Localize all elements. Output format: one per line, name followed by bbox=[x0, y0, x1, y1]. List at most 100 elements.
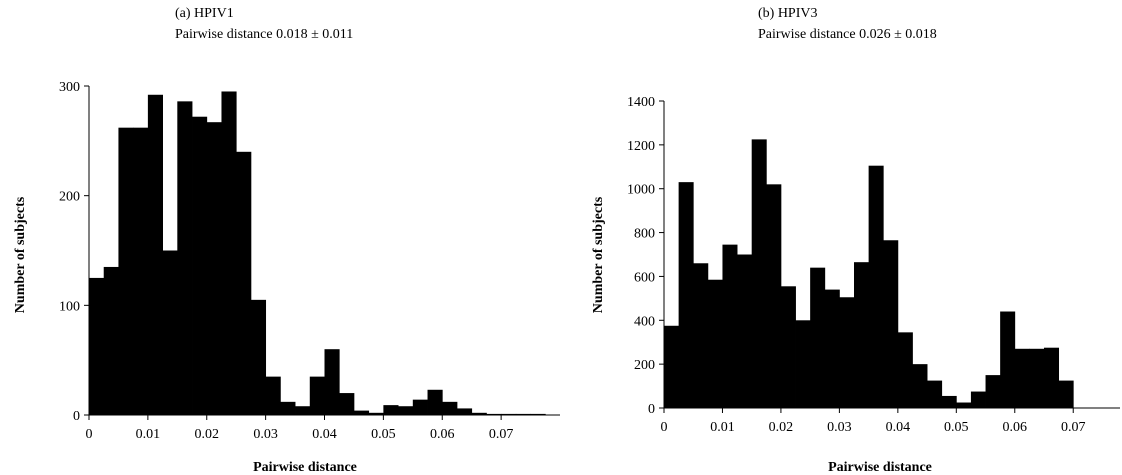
histogram-bar bbox=[941, 395, 957, 408]
x-tick-label: 0.07 bbox=[489, 427, 514, 442]
histogram-bar bbox=[1014, 348, 1030, 408]
histogram-bar bbox=[398, 406, 414, 415]
histogram-bar bbox=[530, 413, 546, 415]
x-tick-label: 0.06 bbox=[430, 427, 455, 442]
y-tick-label: 1400 bbox=[627, 95, 655, 110]
x-axis-label: Pairwise distance bbox=[828, 460, 932, 475]
histogram-bar bbox=[678, 182, 694, 408]
histogram-bar bbox=[456, 408, 473, 415]
histogram-bar bbox=[515, 413, 531, 415]
x-tick-label: 0.01 bbox=[710, 420, 735, 435]
chart-panel-b: 0 0.01 0.02 0.03 0.04 0.05 0.06 0.07 0 200 400 600 8… bbox=[591, 95, 1120, 475]
histogram-bar bbox=[177, 101, 193, 415]
y-axis-label: Number of subjects bbox=[13, 196, 28, 313]
histogram-bar bbox=[1000, 311, 1016, 408]
panel-a-subtitle: Pairwise distance 0.018 ± 0.011 bbox=[175, 25, 353, 45]
y-tick-label: 600 bbox=[634, 270, 655, 285]
histogram-bar bbox=[192, 116, 208, 416]
x-tick-label: 0.02 bbox=[195, 427, 220, 442]
histogram-bar bbox=[339, 393, 355, 415]
histogram-bar bbox=[824, 289, 840, 408]
panel-b-subtitle: Pairwise distance 0.026 ± 0.018 bbox=[758, 25, 937, 45]
histogram-bar bbox=[912, 364, 928, 408]
histogram-bar bbox=[236, 151, 252, 416]
histogram-bar bbox=[265, 376, 281, 415]
histogram-bar bbox=[751, 139, 767, 409]
y-tick-label: 800 bbox=[634, 227, 655, 242]
y-tick-label: 300 bbox=[59, 80, 80, 95]
histogram-bar bbox=[1029, 348, 1045, 408]
histogram-bar bbox=[324, 349, 340, 415]
histogram-bar bbox=[471, 412, 487, 415]
histogram-bar bbox=[383, 405, 399, 415]
x-tick-label: 0 bbox=[86, 427, 93, 442]
histogram-bar bbox=[854, 262, 870, 408]
histogram-bar bbox=[985, 375, 1001, 408]
histogram-bar bbox=[693, 263, 709, 408]
x-tick-label: 0.03 bbox=[827, 420, 852, 435]
histogram-bar bbox=[737, 254, 753, 408]
histogram-bar bbox=[309, 376, 325, 415]
histogram-bar bbox=[427, 389, 443, 415]
x-tick-label: 0.05 bbox=[944, 420, 969, 435]
x-tick-label: 0.01 bbox=[136, 427, 161, 442]
histogram-bar bbox=[501, 413, 517, 415]
y-tick-label: 400 bbox=[634, 314, 655, 329]
y-tick-label: 200 bbox=[634, 358, 655, 373]
x-tick-label: 0.04 bbox=[886, 420, 911, 435]
histogram-bar bbox=[707, 279, 723, 408]
histogram-bar bbox=[1044, 347, 1060, 408]
histogram-bar bbox=[664, 325, 680, 408]
histogram-bar bbox=[280, 401, 296, 415]
y-tick-label: 0 bbox=[648, 402, 655, 417]
histogram-bar bbox=[970, 391, 986, 408]
x-tick-label: 0.04 bbox=[312, 427, 337, 442]
histogram-bar bbox=[89, 277, 105, 415]
histogram-bar bbox=[133, 127, 149, 416]
y-axis-label: Number of subjects bbox=[591, 196, 606, 313]
histogram-bar bbox=[118, 127, 134, 416]
histogram-bar bbox=[412, 399, 428, 415]
y-tick-label: 1000 bbox=[627, 183, 655, 198]
histogram-bar bbox=[368, 412, 384, 415]
histogram-bar bbox=[206, 122, 222, 415]
x-tick-label: 0.07 bbox=[1061, 420, 1086, 435]
histogram-bar bbox=[897, 332, 913, 408]
x-tick-label: 0.03 bbox=[253, 427, 278, 442]
y-tick-label: 100 bbox=[59, 299, 80, 314]
histogram-bar bbox=[883, 240, 899, 408]
histogram-bar bbox=[927, 380, 943, 408]
histogram-bar bbox=[722, 244, 738, 408]
histogram-bar bbox=[250, 299, 267, 415]
panel-b-subtitle-prefix: Pairwise distance bbox=[758, 27, 856, 42]
x-axis-label: Pairwise distance bbox=[253, 460, 357, 475]
histogram-bar bbox=[839, 297, 855, 408]
histogram-bar bbox=[353, 410, 370, 415]
histogram-bar bbox=[295, 406, 311, 415]
y-tick-label: 0 bbox=[73, 409, 80, 424]
histogram-bar bbox=[1058, 380, 1074, 408]
histogram-bar bbox=[780, 286, 796, 408]
y-tick-label: 200 bbox=[59, 190, 80, 205]
histogram-bar bbox=[810, 267, 826, 408]
histogram-bar bbox=[795, 320, 811, 408]
x-tick-label: 0.06 bbox=[1003, 420, 1028, 435]
x-tick-label: 0 bbox=[661, 420, 668, 435]
histogram-bar bbox=[956, 402, 972, 408]
histogram-bar bbox=[221, 91, 237, 415]
histogram-bar bbox=[103, 266, 119, 415]
panel-b-subtitle-value: 0.026 ± 0.018 bbox=[859, 27, 937, 42]
histogram-bar bbox=[486, 413, 502, 415]
y-tick-label: 1200 bbox=[627, 139, 655, 154]
x-tick-label: 0.05 bbox=[371, 427, 396, 442]
histogram-bar bbox=[162, 250, 178, 415]
histogram-bar bbox=[766, 184, 782, 408]
panel-b-title: (b) HPIV3 bbox=[758, 6, 818, 21]
histogram-bar bbox=[147, 94, 163, 416]
panel-a-title: (a) HPIV1 bbox=[175, 6, 234, 21]
panel-a-subtitle-value: 0.018 ± 0.011 bbox=[276, 27, 354, 42]
histogram-bar bbox=[868, 165, 884, 408]
x-tick-label: 0.02 bbox=[769, 420, 794, 435]
chart-panel-a: 0 0.01 0.02 0.03 0.04 0.05 0.06 0.07 0 100 200 300 P… bbox=[13, 80, 560, 475]
